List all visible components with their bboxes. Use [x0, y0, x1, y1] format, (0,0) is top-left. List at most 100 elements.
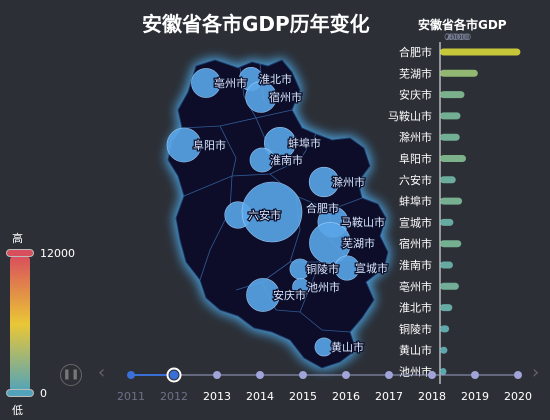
bar[interactable] — [440, 304, 453, 312]
city-bubble[interactable] — [308, 166, 340, 198]
timeline-dot[interactable] — [428, 371, 436, 379]
bar-category-labels: 合肥市芜湖市安庆市马鞍山市滁州市阜阳市六安市蚌埠市宣城市宿州市淮南市亳州市淮北市… — [388, 45, 432, 379]
city-label: 合肥市 — [306, 201, 339, 215]
city-bubble[interactable] — [191, 68, 221, 98]
timeline-prev-button[interactable]: ‹ — [98, 362, 105, 383]
bar[interactable] — [440, 176, 456, 184]
city-bubble[interactable] — [292, 278, 310, 296]
bar[interactable] — [440, 282, 459, 290]
bar-category-label: 阜阳市 — [399, 152, 432, 166]
timeline-dot[interactable] — [514, 371, 522, 379]
bar-category-label: 合肥市 — [399, 45, 432, 59]
timeline-year-labels: 2011 2012 2013 2014 2015 2016 2017 2018 2019 2020 — [117, 390, 532, 403]
timeline-year-label[interactable]: 2014 — [246, 390, 274, 403]
timeline-year-label[interactable]: 2018 — [418, 390, 446, 403]
visual-map-min-value: 0 — [40, 387, 47, 400]
city-bubble[interactable] — [314, 337, 334, 357]
bar-category-label: 淮南市 — [399, 258, 432, 272]
timeline-next-button[interactable]: › — [532, 362, 539, 383]
bar-category-label: 池州市 — [399, 365, 432, 379]
visual-map-high-label: 高 — [12, 232, 23, 245]
city-label: 宣城市 — [355, 261, 388, 275]
visual-map-bottom-handle[interactable] — [6, 389, 34, 397]
city-label: 滁州市 — [332, 175, 365, 189]
timeline-dot[interactable] — [256, 371, 264, 379]
timeline-dot[interactable] — [299, 371, 307, 379]
timeline-dot[interactable] — [471, 371, 479, 379]
city-label: 铜陵市 — [306, 262, 339, 276]
city-bubble[interactable] — [245, 81, 277, 113]
chevron-right-icon: › — [532, 362, 540, 383]
bar-axis-tick: 0 — [444, 33, 450, 43]
timeline-year-label[interactable]: 2013 — [203, 390, 231, 403]
bar-chart-title: 安徽省各市GDP — [418, 18, 507, 32]
timeline-year-label[interactable]: 2020 — [504, 390, 532, 403]
bar-category-label: 六安市 — [399, 173, 432, 187]
bar-axis-tick: 4000 — [447, 33, 470, 43]
bar[interactable] — [440, 261, 453, 269]
bar-category-label: 黄山市 — [399, 343, 432, 357]
city-bubble[interactable] — [249, 147, 275, 173]
visual-map-top-handle[interactable] — [6, 249, 34, 257]
city-bubble[interactable] — [241, 181, 303, 243]
city-bubble[interactable] — [166, 127, 202, 163]
bar[interactable] — [440, 91, 465, 99]
bar-series — [440, 48, 521, 375]
bar[interactable] — [440, 218, 454, 226]
timeline-year-label[interactable]: 2016 — [332, 390, 360, 403]
city-bubble[interactable] — [263, 126, 297, 160]
bar-category-label: 马鞍山市 — [388, 109, 432, 123]
bar-category-label: 安庆市 — [399, 88, 432, 102]
timeline-dot[interactable] — [342, 371, 350, 379]
timeline-year-label[interactable]: 2019 — [461, 390, 489, 403]
bar[interactable] — [440, 133, 460, 141]
city-label: 马鞍山市 — [341, 215, 385, 229]
timeline-year-label[interactable]: 2015 — [289, 390, 317, 403]
city-label: 淮南市 — [270, 153, 303, 167]
city-label: 宿州市 — [269, 90, 302, 104]
bar[interactable] — [440, 325, 450, 333]
bar[interactable] — [440, 155, 467, 162]
city-bubble[interactable] — [246, 278, 280, 312]
play-pause-button[interactable]: ❚❚ — [60, 364, 82, 386]
city-label: 芜湖市 — [342, 236, 375, 250]
bar[interactable] — [440, 240, 462, 248]
timeline-dot[interactable] — [213, 371, 221, 379]
city-label: 池州市 — [307, 280, 340, 294]
city-label: 黄山市 — [331, 340, 364, 354]
visual-map-gradient[interactable] — [10, 256, 30, 392]
city-bubble[interactable] — [309, 222, 351, 264]
visual-map-low-label: 低 — [12, 404, 23, 417]
bar-category-label: 蚌埠市 — [399, 194, 432, 208]
bar-category-label: 铜陵市 — [399, 322, 432, 336]
timeline[interactable]: 2011 2012 2013 2014 2015 2016 2017 2018 2019 2020 — [117, 367, 532, 404]
city-label: 阜阳市 — [193, 138, 226, 152]
timeline-year-label[interactable]: 2017 — [375, 390, 403, 403]
city-bubble[interactable] — [334, 255, 360, 281]
bar-axis-tick: 6000 — [449, 33, 472, 43]
timeline-dots[interactable] — [127, 367, 522, 383]
timeline-year-label[interactable]: 2012 — [160, 390, 188, 403]
bar[interactable] — [440, 69, 478, 77]
bar-category-label: 淮北市 — [399, 301, 432, 315]
bar[interactable] — [440, 197, 463, 205]
chevron-left-icon: ‹ — [98, 362, 106, 383]
bar[interactable] — [440, 48, 521, 56]
map-bubbles — [166, 66, 360, 357]
bar[interactable] — [440, 112, 461, 120]
city-label: 六安市 — [248, 208, 281, 222]
visual-map-max-value: 12000 — [40, 247, 75, 260]
bar[interactable] — [440, 368, 447, 375]
bar[interactable] — [440, 346, 448, 354]
bar-category-label: 滁州市 — [399, 130, 432, 144]
city-label: 淮北市 — [259, 72, 292, 86]
timeline-dot[interactable] — [385, 371, 393, 379]
city-label: 安庆市 — [273, 288, 306, 302]
city-label: 亳州市 — [214, 76, 247, 90]
timeline-year-label[interactable]: 2011 — [117, 390, 145, 403]
timeline-dot[interactable] — [127, 371, 135, 379]
